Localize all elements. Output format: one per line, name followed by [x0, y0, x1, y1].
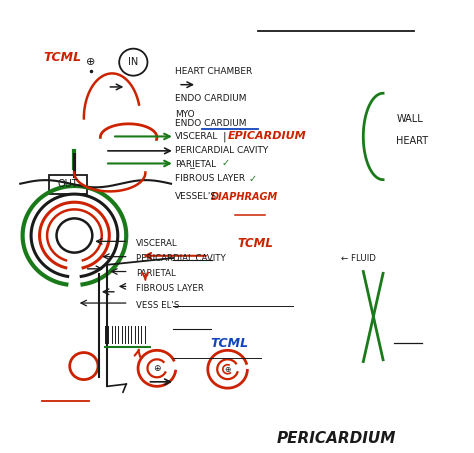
Text: ⊕: ⊕ [224, 365, 231, 374]
Text: ⊕: ⊕ [86, 57, 96, 67]
Text: ⊕: ⊕ [153, 364, 161, 373]
Text: TCML: TCML [237, 237, 273, 250]
Text: HEART CHAMBER: HEART CHAMBER [175, 67, 252, 76]
Text: PARIETAL: PARIETAL [136, 269, 175, 278]
Text: FIBROUS LAYER: FIBROUS LAYER [175, 174, 245, 183]
Text: PARI̲ETAL: PARI̲ETAL [175, 159, 216, 168]
Text: ← FLUID: ← FLUID [341, 255, 375, 263]
Text: |: | [223, 131, 227, 142]
Text: ENDO CARDIUM: ENDO CARDIUM [175, 119, 246, 128]
Text: IN: IN [128, 57, 138, 67]
Text: WALL: WALL [396, 114, 423, 124]
Text: VESS EL'S: VESS EL'S [136, 301, 179, 310]
Text: PERICARDIAL CAVITY: PERICARDIAL CAVITY [175, 146, 268, 155]
Text: TCML: TCML [211, 337, 249, 350]
Text: ✓: ✓ [249, 174, 257, 184]
Text: TCML: TCML [44, 51, 82, 64]
Text: VISCERAL: VISCERAL [136, 239, 177, 248]
Text: MYO: MYO [175, 111, 194, 119]
Text: HEART: HEART [396, 136, 428, 146]
Text: PERICARDIUM: PERICARDIUM [276, 431, 396, 446]
Text: EPICARDIUM: EPICARDIUM [228, 131, 306, 141]
FancyBboxPatch shape [48, 175, 87, 193]
Text: OUT: OUT [57, 179, 78, 189]
Text: ✓: ✓ [222, 159, 230, 169]
Text: DIAPHRAGM: DIAPHRAGM [211, 192, 278, 202]
Text: PERICARDIAL CAVITY: PERICARDIAL CAVITY [136, 255, 226, 263]
Text: FIBROUS LAYER: FIBROUS LAYER [136, 284, 203, 293]
Text: VESSEL'S: VESSEL'S [175, 192, 217, 201]
Text: ENDO CARDIUM: ENDO CARDIUM [175, 94, 246, 103]
Text: VISCERAL: VISCERAL [175, 132, 218, 141]
